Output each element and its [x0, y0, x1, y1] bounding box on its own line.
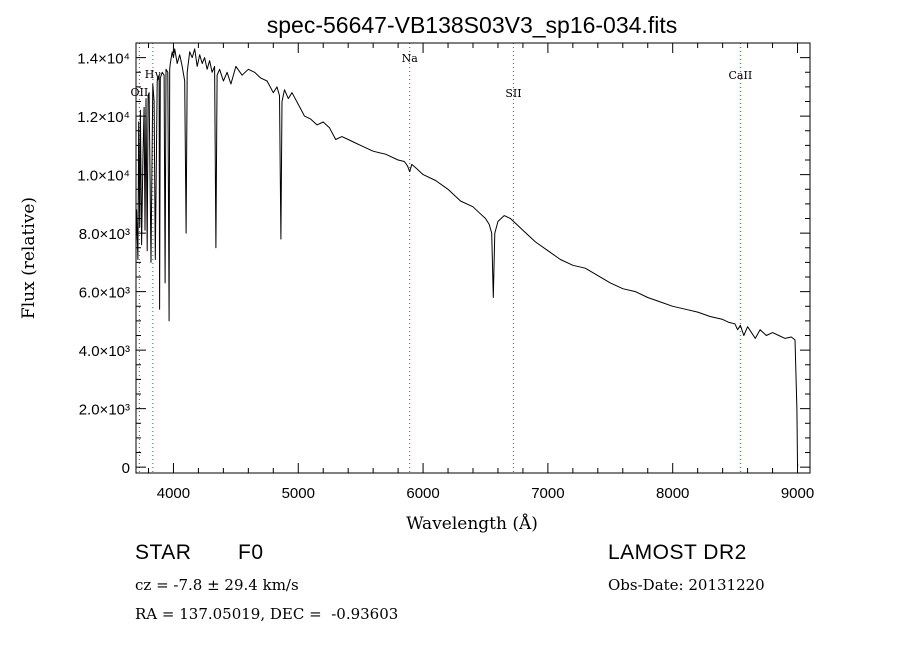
line-label-Hγ: Hγ: [145, 68, 162, 81]
object-class: STAR: [135, 541, 192, 564]
x-tick-label: 6000: [406, 485, 439, 502]
emission-line-markers: OII Hγ Na SII CaII: [131, 43, 753, 473]
y-tick-label: 6.0×10³: [79, 285, 130, 302]
x-tick-label: 9000: [781, 485, 814, 502]
spectrum-line-0: [135, 48, 799, 466]
plot-frame: [135, 42, 811, 474]
x-tick-label: 5000: [282, 485, 315, 502]
y-axis-ticks: 0 2.0×10³ 4.0×10³ 6.0×10³ 8.0×10³ 1.0×10⁴ 1.2×…: [77, 51, 810, 477]
line-label-CaII: CaII: [729, 69, 753, 82]
y-tick-label: 4.0×10³: [79, 343, 130, 360]
y-tick-label: 1.2×10⁴: [77, 109, 130, 126]
x-axis-label: Wavelength (Å): [406, 513, 538, 534]
redshift-velocity: cz = -7.8 ± 29.4 km/s: [135, 576, 299, 594]
observation-date: Obs-Date: 20131220: [608, 576, 765, 594]
coordinates: RA = 137.05019, DEC = -0.93603: [135, 605, 399, 623]
y-tick-label: 2.0×10³: [79, 402, 130, 419]
spectrum-series: [135, 48, 799, 466]
line-label-SII: SII: [505, 87, 521, 100]
line-label-OII: OII: [131, 86, 149, 99]
x-tick-label: 7000: [531, 485, 564, 502]
chart-title: spec-56647-VB138S03V3_sp16-034.fits: [267, 12, 677, 38]
y-axis-label: Flux (relative): [19, 197, 39, 319]
y-tick-label: 0: [122, 460, 130, 477]
y-tick-label: 8.0×10³: [79, 226, 130, 243]
object-subclass: F0: [238, 541, 264, 564]
x-tick-label: 4000: [157, 485, 190, 502]
line-label-Na: Na: [402, 52, 419, 65]
x-axis-ticks: 4000 5000 6000 7000 8000 9000: [147, 43, 814, 502]
x-tick-label: 8000: [656, 485, 689, 502]
survey-name: LAMOST DR2: [608, 541, 747, 564]
y-tick-label: 1.4×10⁴: [77, 51, 130, 68]
y-tick-label: 1.0×10⁴: [77, 168, 130, 185]
